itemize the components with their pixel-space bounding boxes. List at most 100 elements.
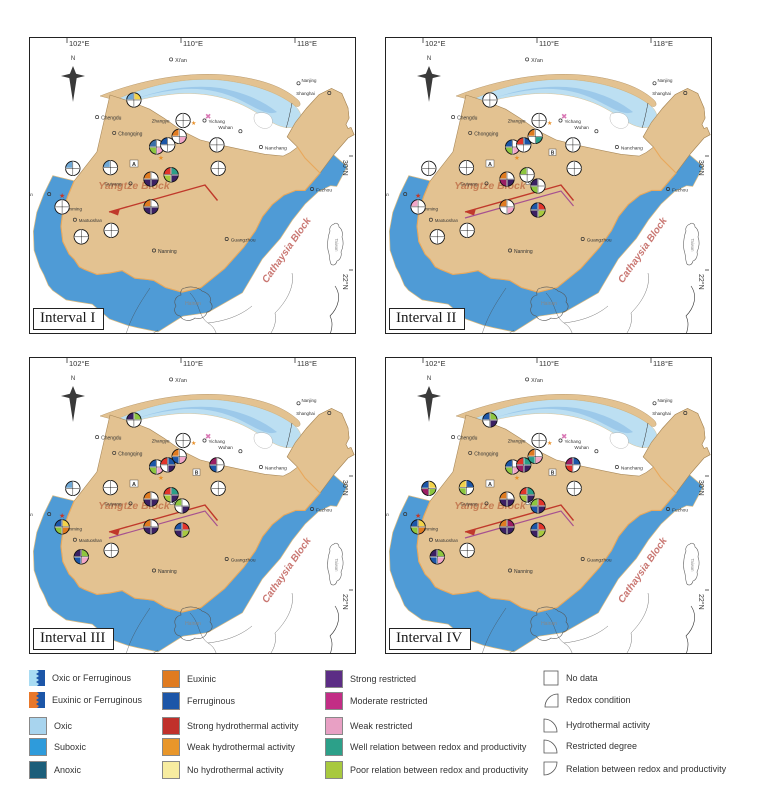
svg-text:110°E: 110°E bbox=[183, 359, 203, 368]
svg-text:Chengdu: Chengdu bbox=[101, 436, 122, 442]
svg-text:Nanjing: Nanjing bbox=[658, 78, 673, 83]
svg-text:22°N: 22°N bbox=[697, 594, 705, 610]
svg-text:Guiyang: Guiyang bbox=[461, 501, 479, 506]
svg-text:Zhangye: Zhangye bbox=[152, 119, 170, 124]
svg-text:Nanning: Nanning bbox=[158, 249, 177, 255]
svg-text:Wuhan: Wuhan bbox=[218, 445, 233, 450]
svg-text:A: A bbox=[132, 482, 136, 488]
svg-text:118°E: 118°E bbox=[297, 359, 317, 368]
svg-text:Chengdu: Chengdu bbox=[457, 436, 478, 442]
svg-text:Shanghai: Shanghai bbox=[652, 411, 671, 416]
svg-text:Chongqing: Chongqing bbox=[118, 451, 142, 457]
svg-text:B: B bbox=[551, 150, 555, 156]
svg-text:102°E: 102°E bbox=[425, 39, 446, 48]
svg-text:A: A bbox=[488, 482, 492, 488]
svg-text:Maotuoshan: Maotuoshan bbox=[79, 218, 103, 223]
svg-text:Nanning: Nanning bbox=[514, 249, 533, 255]
svg-text:★: ★ bbox=[514, 154, 520, 162]
svg-text:★: ★ bbox=[191, 440, 196, 447]
svg-text:A: A bbox=[132, 162, 136, 168]
svg-text:30°N: 30°N bbox=[697, 160, 705, 176]
svg-text:★: ★ bbox=[547, 440, 552, 447]
svg-text:30°N: 30°N bbox=[341, 160, 349, 176]
svg-text:Nanchang: Nanchang bbox=[621, 145, 643, 151]
svg-text:118°E: 118°E bbox=[297, 39, 317, 48]
svg-text:Zhangye: Zhangye bbox=[508, 439, 526, 444]
svg-text:Xi'an: Xi'an bbox=[175, 378, 187, 384]
svg-text:Taiwan: Taiwan bbox=[690, 558, 695, 572]
svg-text:Shanghai: Shanghai bbox=[296, 411, 315, 416]
svg-text:Guiyang: Guiyang bbox=[461, 181, 479, 186]
svg-text:102°E: 102°E bbox=[425, 359, 446, 368]
svg-text:Fuzhou: Fuzhou bbox=[672, 507, 688, 513]
svg-text:Guangzhou: Guangzhou bbox=[231, 237, 256, 243]
svg-text:★: ★ bbox=[191, 120, 196, 127]
svg-text:Yichang: Yichang bbox=[565, 439, 582, 444]
svg-text:Nanning: Nanning bbox=[514, 569, 533, 575]
svg-text:Shanghai: Shanghai bbox=[296, 91, 315, 96]
svg-text:Nanjing: Nanjing bbox=[302, 78, 317, 83]
svg-text:Zhangye: Zhangye bbox=[508, 119, 526, 124]
svg-text:Guiyang: Guiyang bbox=[105, 181, 123, 186]
svg-text:Chongqing: Chongqing bbox=[118, 131, 142, 137]
svg-text:★: ★ bbox=[59, 512, 65, 520]
svg-text:Xi'an: Xi'an bbox=[175, 58, 187, 64]
svg-text:22°N: 22°N bbox=[341, 594, 349, 610]
svg-text:A: A bbox=[488, 162, 492, 168]
svg-text:Meishuacan: Meishuacan bbox=[386, 512, 389, 517]
svg-text:22°N: 22°N bbox=[697, 274, 705, 290]
svg-text:Meishuacan: Meishuacan bbox=[30, 192, 33, 197]
svg-text:Wuhan: Wuhan bbox=[574, 445, 589, 450]
svg-text:Wuhan: Wuhan bbox=[218, 125, 233, 130]
svg-text:110°E: 110°E bbox=[183, 39, 203, 48]
svg-text:Fuzhou: Fuzhou bbox=[316, 507, 332, 513]
svg-text:Chongqing: Chongqing bbox=[474, 451, 498, 457]
svg-text:Taiwan: Taiwan bbox=[334, 558, 339, 572]
svg-text:Xi'an: Xi'an bbox=[531, 58, 543, 64]
svg-text:★: ★ bbox=[514, 474, 520, 482]
svg-text:N: N bbox=[427, 376, 431, 382]
svg-text:★: ★ bbox=[59, 192, 65, 200]
svg-text:Guangzhou: Guangzhou bbox=[587, 237, 612, 243]
svg-text:Maotuoshan: Maotuoshan bbox=[435, 538, 459, 543]
svg-text:110°E: 110°E bbox=[539, 359, 559, 368]
svg-text:Xi'an: Xi'an bbox=[531, 378, 543, 384]
svg-text:Hainan: Hainan bbox=[185, 301, 201, 307]
svg-text:Shanghai: Shanghai bbox=[652, 91, 671, 96]
svg-text:118°E: 118°E bbox=[653, 39, 673, 48]
svg-text:110°E: 110°E bbox=[539, 39, 559, 48]
svg-text:Guiyang: Guiyang bbox=[105, 501, 123, 506]
svg-text:Nanning: Nanning bbox=[158, 569, 177, 575]
svg-text:Nanjing: Nanjing bbox=[658, 398, 673, 403]
svg-text:Nanchang: Nanchang bbox=[265, 465, 287, 471]
svg-text:Zhangye: Zhangye bbox=[152, 439, 170, 444]
svg-text:118°E: 118°E bbox=[653, 359, 673, 368]
svg-text:Maotuoshan: Maotuoshan bbox=[435, 218, 459, 223]
svg-text:N: N bbox=[71, 376, 75, 382]
svg-text:★: ★ bbox=[158, 474, 164, 482]
svg-text:Chongqing: Chongqing bbox=[474, 131, 498, 137]
svg-text:★: ★ bbox=[415, 192, 421, 200]
svg-text:Guangzhou: Guangzhou bbox=[231, 557, 256, 563]
svg-text:102°E: 102°E bbox=[69, 359, 90, 368]
svg-text:Hainan: Hainan bbox=[541, 301, 557, 307]
svg-text:Nanchang: Nanchang bbox=[265, 145, 287, 151]
svg-text:★: ★ bbox=[158, 154, 164, 162]
svg-text:N: N bbox=[427, 56, 431, 62]
svg-text:Hainan: Hainan bbox=[185, 621, 201, 627]
svg-text:Meishuacan: Meishuacan bbox=[30, 512, 33, 517]
svg-text:30°N: 30°N bbox=[341, 480, 349, 496]
svg-text:B: B bbox=[551, 470, 555, 476]
svg-text:Maotuoshan: Maotuoshan bbox=[79, 538, 103, 543]
svg-text:102°E: 102°E bbox=[69, 39, 90, 48]
svg-text:B: B bbox=[195, 470, 199, 476]
svg-text:22°N: 22°N bbox=[341, 274, 349, 290]
svg-text:Nanchang: Nanchang bbox=[621, 465, 643, 471]
svg-text:Nanjing: Nanjing bbox=[302, 398, 317, 403]
svg-text:Wuhan: Wuhan bbox=[574, 125, 589, 130]
svg-text:Fuzhou: Fuzhou bbox=[316, 187, 332, 193]
svg-text:Hainan: Hainan bbox=[541, 621, 557, 627]
svg-text:Yichang: Yichang bbox=[209, 119, 226, 124]
svg-text:Chengdu: Chengdu bbox=[457, 116, 478, 122]
svg-text:Chengdu: Chengdu bbox=[101, 116, 122, 122]
